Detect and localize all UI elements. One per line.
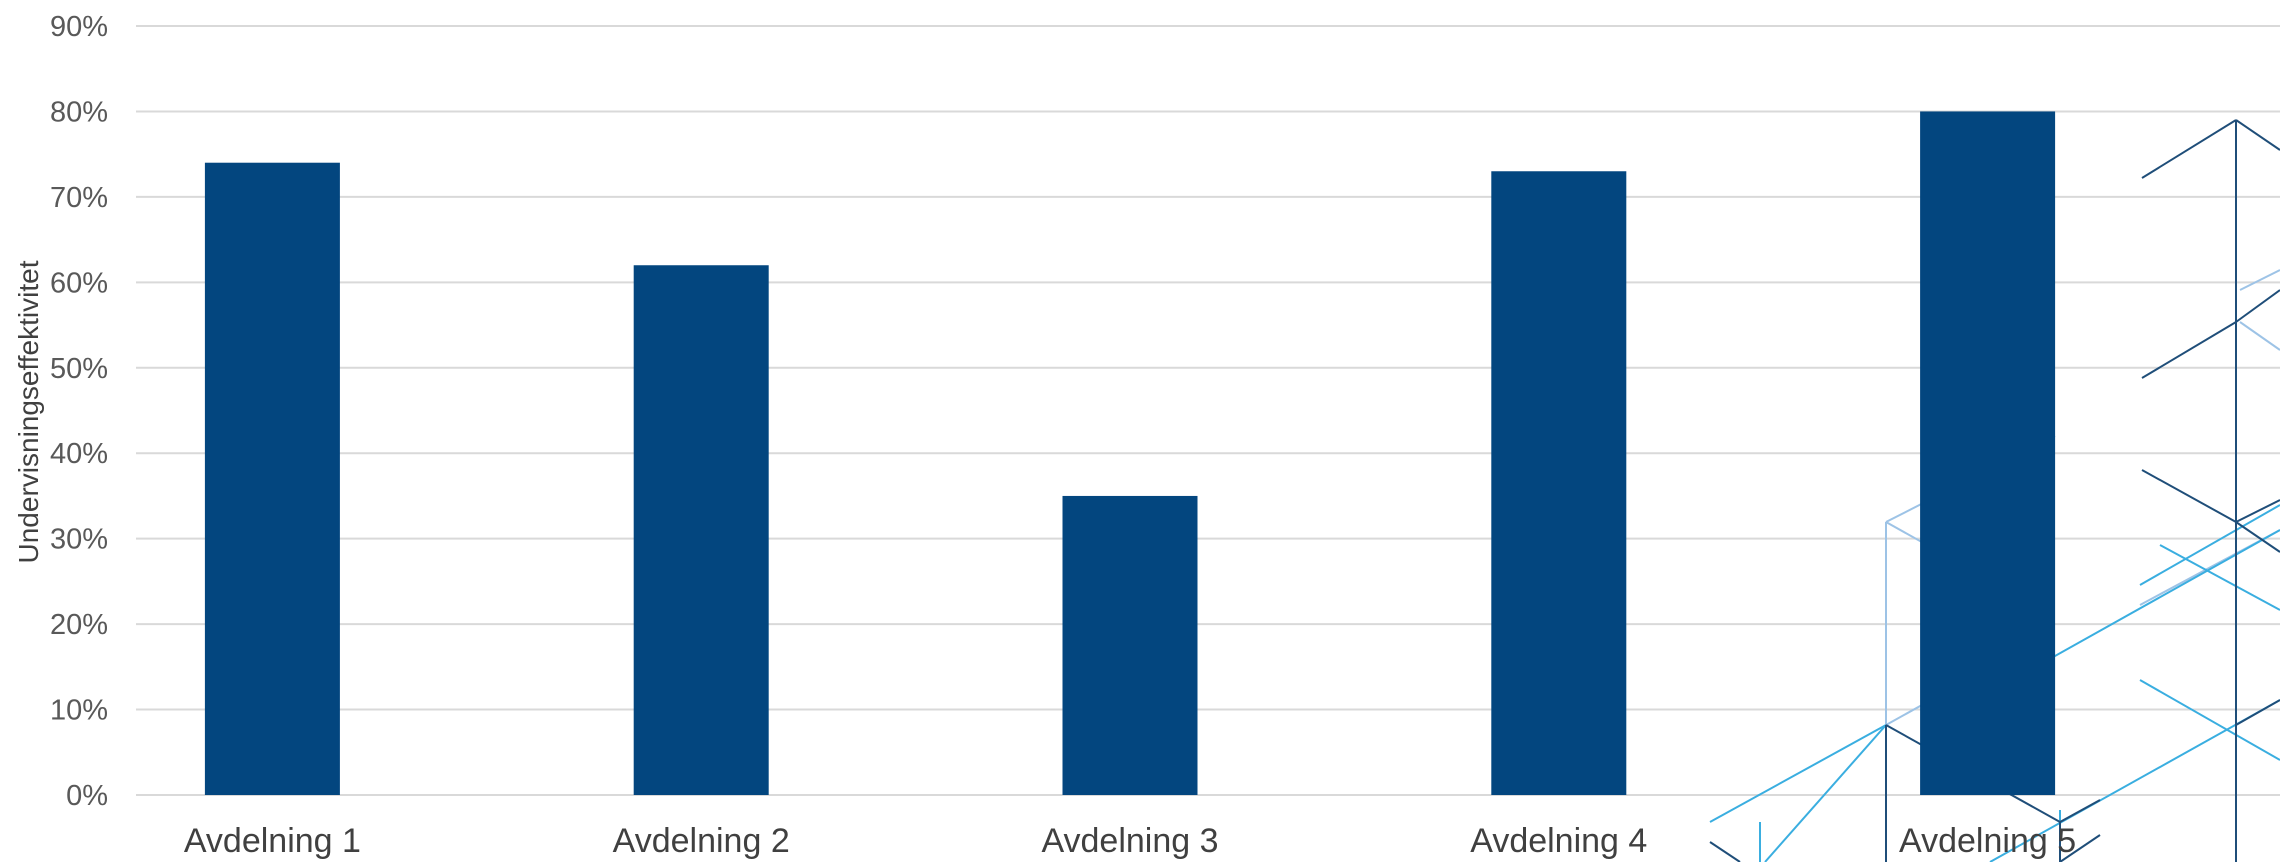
x-tick-label: Avdelning 4 bbox=[1470, 822, 1647, 860]
y-tick-label: 0% bbox=[66, 780, 108, 812]
y-tick-label: 70% bbox=[50, 182, 108, 214]
decoration-line bbox=[2235, 119, 2280, 151]
y-tick-label: 20% bbox=[50, 609, 108, 641]
y-axis-ticks: 0% 10% 20% 30% 40% 50% 60% 70% 80% 90% bbox=[50, 11, 108, 812]
y-tick-label: 80% bbox=[50, 96, 108, 128]
bar-3 bbox=[1062, 495, 1198, 795]
y-axis-label: Undervisningseffektivitet bbox=[13, 260, 44, 563]
decoration-line bbox=[2059, 799, 2101, 823]
decoration-line bbox=[2159, 544, 2280, 611]
y-tick-label: 10% bbox=[50, 695, 108, 727]
x-tick-label: Avdelning 5 bbox=[1899, 822, 2076, 860]
y-tick-label: 30% bbox=[50, 524, 108, 556]
decoration-line bbox=[2235, 699, 2280, 726]
bar-2 bbox=[633, 265, 769, 795]
x-tick-label: Avdelning 3 bbox=[1041, 822, 1218, 860]
decoration-line bbox=[2235, 521, 2280, 553]
y-tick-label: 60% bbox=[50, 267, 108, 299]
decoration-line bbox=[1989, 699, 2280, 862]
decoration-line bbox=[2141, 321, 2237, 379]
decoration-line bbox=[2029, 529, 2280, 671]
x-axis-ticks: Avdelning 1 Avdelning 2 Avdelning 3 Avdelni… bbox=[184, 822, 2076, 860]
decoration-line bbox=[2235, 289, 2280, 323]
decoration-line bbox=[2141, 469, 2237, 523]
bar-5 bbox=[1920, 111, 2056, 795]
y-tick-label: 40% bbox=[50, 438, 108, 470]
decoration-line bbox=[2239, 269, 2280, 291]
decoration-line bbox=[1709, 841, 1741, 862]
bar-4 bbox=[1491, 171, 1627, 795]
bars bbox=[204, 111, 2056, 795]
decoration-line bbox=[1709, 724, 1887, 823]
decoration-line bbox=[2139, 504, 2280, 586]
decoration-line bbox=[2139, 679, 2280, 761]
decoration-line bbox=[2059, 834, 2101, 862]
x-tick-label: Avdelning 1 bbox=[184, 822, 361, 860]
y-tick-label: 50% bbox=[50, 353, 108, 385]
bar-1 bbox=[204, 162, 340, 795]
x-tick-label: Avdelning 2 bbox=[613, 822, 790, 860]
y-tick-label: 90% bbox=[50, 11, 108, 43]
gridlines bbox=[136, 25, 2280, 796]
decoration-line bbox=[2239, 321, 2280, 351]
decoration-line bbox=[1764, 724, 1887, 862]
decoration-line bbox=[2235, 499, 2280, 523]
decoration-line bbox=[2141, 119, 2237, 179]
